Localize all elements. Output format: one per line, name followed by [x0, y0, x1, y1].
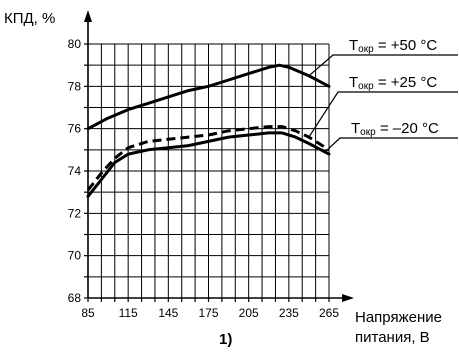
legend-label-2: Tокр = +25 °C — [349, 74, 437, 92]
x-tick-label: 115 — [119, 306, 138, 320]
y-tick-label: 70 — [68, 249, 82, 263]
legend-value: = +50 °C — [374, 37, 438, 54]
series-lines — [86, 63, 331, 198]
legend-leader-3 — [324, 137, 458, 153]
legend-symbol: T — [351, 120, 360, 137]
legend-label-1: Tокр = +50 °C — [349, 37, 437, 55]
legend-label-3: Tокр = –20 °C — [351, 120, 439, 138]
x-tick-label: 85 — [81, 306, 95, 320]
tick-labels: 85 115 145 175 205 235 265 68 70 72 74 76 78 80 — [68, 37, 340, 320]
legend-leader-lines — [308, 54, 458, 153]
legend-leader-2 — [308, 91, 458, 138]
axes — [84, 10, 354, 302]
y-tick-label: 76 — [68, 122, 82, 136]
x-axis-arrow — [342, 294, 354, 302]
y-tick-label: 80 — [68, 37, 82, 51]
y-axis-arrow — [84, 10, 92, 22]
x-axis-label-line-1: Напряжение — [355, 309, 442, 326]
legend-value: = +25 °C — [374, 74, 438, 91]
x-tick-label: 265 — [319, 306, 339, 320]
y-tick-label: 68 — [68, 291, 82, 305]
y-tick-label: 74 — [68, 164, 82, 178]
x-axis-label-line-2: питания, В — [355, 329, 430, 346]
x-tick-label: 235 — [279, 306, 299, 320]
legend-symbol: T — [349, 74, 358, 91]
series-line-3 — [86, 131, 331, 198]
legend-subscript: окр — [360, 127, 376, 138]
grid — [88, 43, 330, 298]
x-tick-label: 175 — [198, 306, 218, 320]
series-line-2 — [86, 125, 330, 192]
series-line-1 — [86, 63, 331, 131]
figure-caption: 1) — [219, 331, 232, 348]
y-tick-label: 72 — [68, 206, 82, 220]
legend-value: = –20 °C — [376, 120, 439, 137]
legend-leader-1 — [308, 54, 458, 77]
legend-subscript: окр — [358, 44, 374, 55]
legend-symbol: T — [349, 37, 358, 54]
y-axis-label: КПД, % — [4, 10, 55, 27]
y-tick-label: 78 — [68, 79, 82, 93]
x-tick-label: 205 — [239, 306, 259, 320]
legend-subscript: окр — [358, 81, 374, 92]
x-tick-label: 145 — [158, 306, 178, 320]
